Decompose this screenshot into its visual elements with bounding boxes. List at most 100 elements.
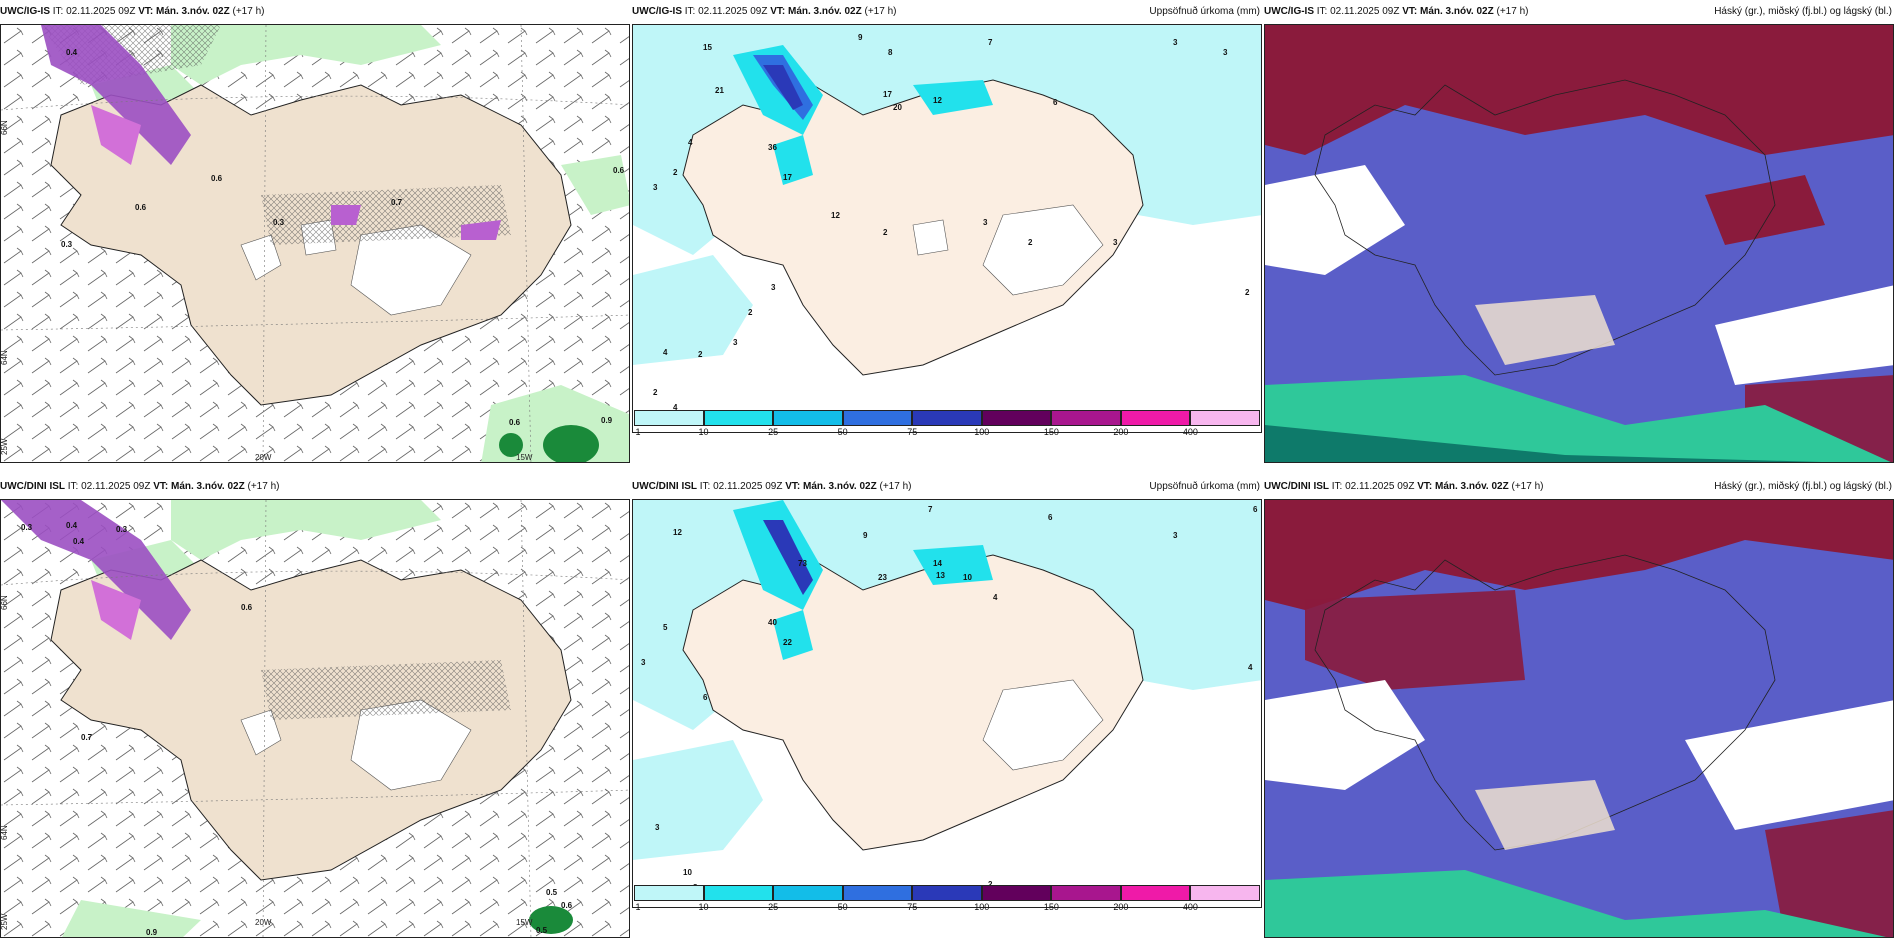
colorbar-cell: [634, 885, 704, 901]
panel-header: UWC/DINI ISL IT: 02.11.2025 09Z VT: Mán.…: [632, 475, 1262, 499]
precip-label: 22: [783, 638, 792, 647]
colorbar-tick: 200: [1113, 427, 1129, 437]
precip-label: 2: [883, 228, 888, 237]
precip-label: 4: [993, 593, 998, 602]
precip-label: 15: [703, 43, 712, 52]
wind-label: 0.7: [391, 198, 403, 207]
precip-label: 2: [673, 168, 678, 177]
precip-label: 9: [858, 33, 863, 42]
precip-label: 12: [933, 96, 942, 105]
panel-precip-igis: UWC/IG-IS IT: 02.11.2025 09Z VT: Mán. 3.…: [632, 0, 1262, 463]
precip-label: 8: [888, 48, 893, 57]
precip-label: 3: [641, 658, 646, 667]
precip-label: 7: [988, 38, 993, 47]
colorbar-cell: [1120, 885, 1191, 901]
precip-label: 6: [1253, 505, 1258, 514]
valid-time: VT: Mán. 3.nóv. 02Z: [785, 481, 877, 492]
colorbar-cell: [1051, 410, 1121, 426]
precip-label: 14: [933, 559, 942, 568]
precip-label: 3: [771, 283, 776, 292]
init-time: IT: 02.11.2025 09Z: [684, 6, 768, 17]
wind-label: 0.3: [21, 523, 33, 532]
wind-label: 0.4: [73, 537, 85, 546]
colorbar-cell: [1120, 410, 1191, 426]
iceland-landmass: [1314, 554, 1776, 851]
colorbar-tick: 25: [768, 902, 779, 912]
wind-label: 0.5: [546, 888, 558, 897]
valid-time: VT: Mán. 3.nóv. 02Z: [153, 481, 245, 492]
lead-time: (+17 h): [864, 6, 897, 17]
precip-label: 73: [798, 559, 807, 568]
colorbar-tick: 400: [1182, 902, 1198, 912]
precip-label: 7: [928, 505, 933, 514]
colorbar-tick: 1: [635, 427, 641, 437]
panel-title: Uppsöfnuð úrkoma (mm): [1149, 6, 1260, 17]
init-time: IT: 02.11.2025 09Z: [1316, 6, 1400, 17]
precip-label: 6: [703, 693, 708, 702]
lead-time: (+17 h): [232, 6, 265, 17]
wind-label: 0.9: [146, 928, 158, 937]
precip-label: 9: [863, 531, 868, 540]
colorbar-tick: 10: [698, 902, 709, 912]
wind-label: 0.3: [116, 525, 128, 534]
colorbar-cell: [1051, 885, 1121, 901]
precip-label: 4: [1248, 663, 1253, 672]
wind-label: 0.6: [135, 203, 147, 212]
precip-label: 3: [655, 823, 660, 832]
colorbar-cell: [912, 410, 982, 426]
precip-label: 3: [653, 183, 658, 192]
map-canvas: 15 9 8 7 6 3 3 21 17 20 12 36 17 12 4 3 …: [633, 25, 1261, 432]
wind-label: 0.6: [509, 418, 521, 427]
lon-20-label: 20W: [255, 453, 272, 462]
init-time: IT: 02.11.2025 09Z: [67, 481, 151, 492]
panel-title: Uppsöfnuð úrkoma (mm): [1149, 481, 1260, 492]
wind-label: 0.6: [211, 174, 223, 183]
iceland-landmass: [1314, 79, 1776, 376]
map-canvas: [1265, 25, 1893, 462]
panel-header: UWC/IG-IS IT: 02.11.2025 09Z VT: Mán. 3.…: [1264, 0, 1894, 24]
colorbar-tick: 400: [1182, 427, 1198, 437]
colorbar-tick: 10: [698, 427, 709, 437]
panel-title: Háský (gr.), miðský (fj.bl.) og lágský (…: [1714, 481, 1892, 492]
precip-label: 17: [883, 90, 892, 99]
precip-label: 2: [748, 308, 753, 317]
precip-label: 3: [733, 338, 738, 347]
wind-label: 0.7: [81, 733, 93, 742]
precip-label: 3: [1173, 38, 1178, 47]
wind-label: 0.6: [241, 603, 253, 612]
model-name: UWC/IG-IS: [0, 6, 50, 17]
panel-cloud-dini: UWC/DINI ISL IT: 02.11.2025 09Z VT: Mán.…: [1264, 475, 1894, 938]
map-canvas: [1265, 500, 1893, 937]
colorbar-tick: 25: [768, 427, 779, 437]
wind-label: 0.6: [561, 901, 573, 910]
panel-precip-dini: UWC/DINI ISL IT: 02.11.2025 09Z VT: Mán.…: [632, 475, 1262, 938]
precip-label: 2: [1028, 238, 1033, 247]
lon-25-label: 25W: [1, 438, 9, 455]
colorbar-tick: 150: [1043, 902, 1059, 912]
panel-wind-igis: UWC/IG-IS IT: 02.11.2025 09Z VT: Mán. 3.…: [0, 0, 630, 463]
wind-label: 0.6: [613, 166, 625, 175]
lead-time: (+17 h): [1511, 481, 1544, 492]
lead-time: (+17 h): [879, 481, 912, 492]
valid-time: VT: Mán. 3.nóv. 02Z: [770, 6, 862, 17]
colorbar-cell: [842, 885, 913, 901]
colorbar-tick: 1: [635, 902, 641, 912]
precip-label: 12: [673, 528, 682, 537]
precip-label: 12: [831, 211, 840, 220]
lead-time: (+17 h): [247, 481, 280, 492]
wind-label: 0.9: [601, 416, 613, 425]
lon-15-label: 15W: [516, 453, 533, 462]
precip-label: 10: [683, 868, 692, 877]
colorbar-tick: 200: [1113, 902, 1129, 912]
precip-label: 2: [698, 350, 703, 359]
lon-20-label: 20W: [255, 918, 272, 927]
precip-label: 4: [673, 403, 678, 412]
wind-map: 66N 64N 25W 20W 15W 0.4 0.6 0.6 0.9 0.6 …: [0, 24, 630, 463]
precip-label: 23: [878, 573, 887, 582]
precip-label: 36: [768, 143, 777, 152]
precip-label: 3: [1223, 48, 1228, 57]
lat-64-label: 64N: [1, 825, 9, 840]
precip-label: 6: [1053, 98, 1058, 107]
precip-label: 2: [1245, 288, 1250, 297]
wind-label: 0.4: [66, 521, 78, 530]
